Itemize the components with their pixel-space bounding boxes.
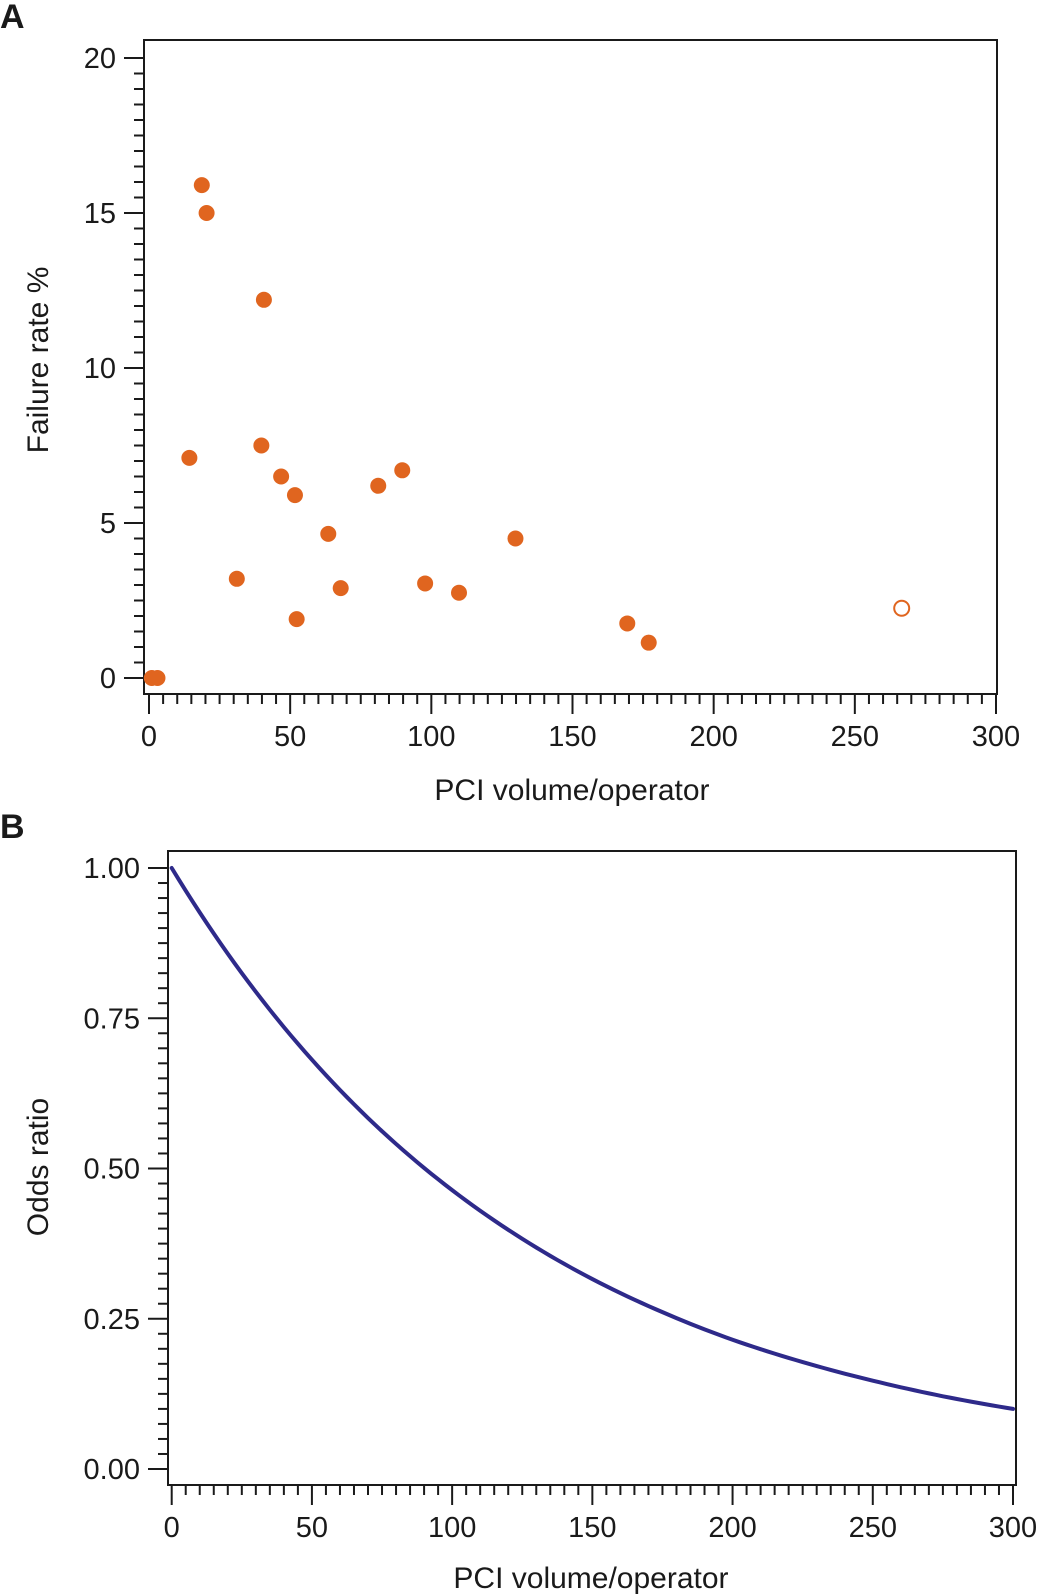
panel-a-y-axis: 0 5 10 15 20	[84, 43, 144, 695]
data-point	[273, 468, 290, 485]
x-tick-label: 0	[141, 721, 157, 753]
panel-b: B 0.00 0.25 0.50 0.75 1.00 0 50 100 150 200 250 30…	[0, 808, 1037, 1595]
data-point	[286, 487, 303, 504]
data-point	[288, 611, 305, 628]
x-tick-label: 0	[164, 1512, 180, 1544]
data-point	[394, 462, 411, 479]
data-point	[332, 580, 349, 597]
data-point	[255, 291, 272, 308]
panel-a-frame	[143, 39, 998, 695]
x-tick-label: 300	[972, 721, 1020, 753]
x-tick-label: 100	[428, 1512, 476, 1544]
y-tick-label: 0.50	[84, 1154, 140, 1186]
data-point	[640, 634, 657, 651]
y-tick-label: 1.00	[84, 853, 140, 885]
x-tick-label: 250	[849, 1512, 897, 1544]
data-point	[507, 530, 524, 547]
panel-b-y-axis-title: Odds ratio	[22, 1098, 55, 1236]
data-point	[228, 570, 245, 587]
y-tick-label: 5	[100, 508, 116, 540]
odds-ratio-curve	[169, 866, 1015, 1411]
panel-b-x-axis-title: PCI volume/operator	[453, 1562, 728, 1595]
y-tick-label: 15	[84, 198, 116, 230]
panel-a-x-axis-title: PCI volume/operator	[434, 774, 709, 807]
panel-b-letter: B	[0, 808, 25, 846]
x-tick-label: 50	[274, 721, 306, 753]
y-tick-label: 0.75	[84, 1003, 140, 1035]
panel-a-letter: A	[0, 0, 25, 36]
x-tick-label: 50	[296, 1512, 328, 1544]
data-point	[198, 205, 215, 221]
y-tick-label: 10	[84, 353, 116, 385]
data-point	[320, 525, 337, 542]
data-point	[149, 670, 166, 686]
panel-a-x-axis: 0 50 100 150 200 250 300	[141, 694, 1020, 753]
data-point	[193, 177, 210, 194]
y-tick-label: 0	[100, 663, 116, 695]
y-tick-label: 0.25	[84, 1304, 140, 1336]
panel-a-y-axis-title: Failure rate %	[22, 267, 55, 454]
open-data-point	[893, 599, 911, 617]
y-tick-label: 20	[84, 43, 116, 75]
panel-a: A 0 5 10 15 20 0 50 100 150 200 250 300 PCI volume…	[0, 0, 1020, 807]
data-point	[417, 575, 434, 592]
panel-a-points	[143, 177, 911, 686]
panel-b-y-axis: 0.00 0.25 0.50 0.75 1.00	[84, 853, 168, 1486]
panel-b-frame	[167, 850, 1017, 1486]
data-point	[451, 584, 468, 601]
x-tick-label: 100	[407, 721, 455, 753]
x-tick-label: 300	[989, 1512, 1037, 1544]
panel-b-x-axis: 0 50 100 150 200 250 300	[164, 1485, 1037, 1544]
x-tick-label: 200	[708, 1512, 756, 1544]
x-tick-label: 150	[548, 721, 596, 753]
x-tick-label: 200	[689, 721, 737, 753]
x-tick-label: 250	[831, 721, 879, 753]
x-tick-label: 150	[568, 1512, 616, 1544]
data-point	[253, 437, 270, 454]
data-point	[181, 449, 198, 466]
data-point	[619, 615, 636, 632]
data-point	[370, 477, 387, 494]
y-tick-label: 0.00	[84, 1454, 140, 1486]
